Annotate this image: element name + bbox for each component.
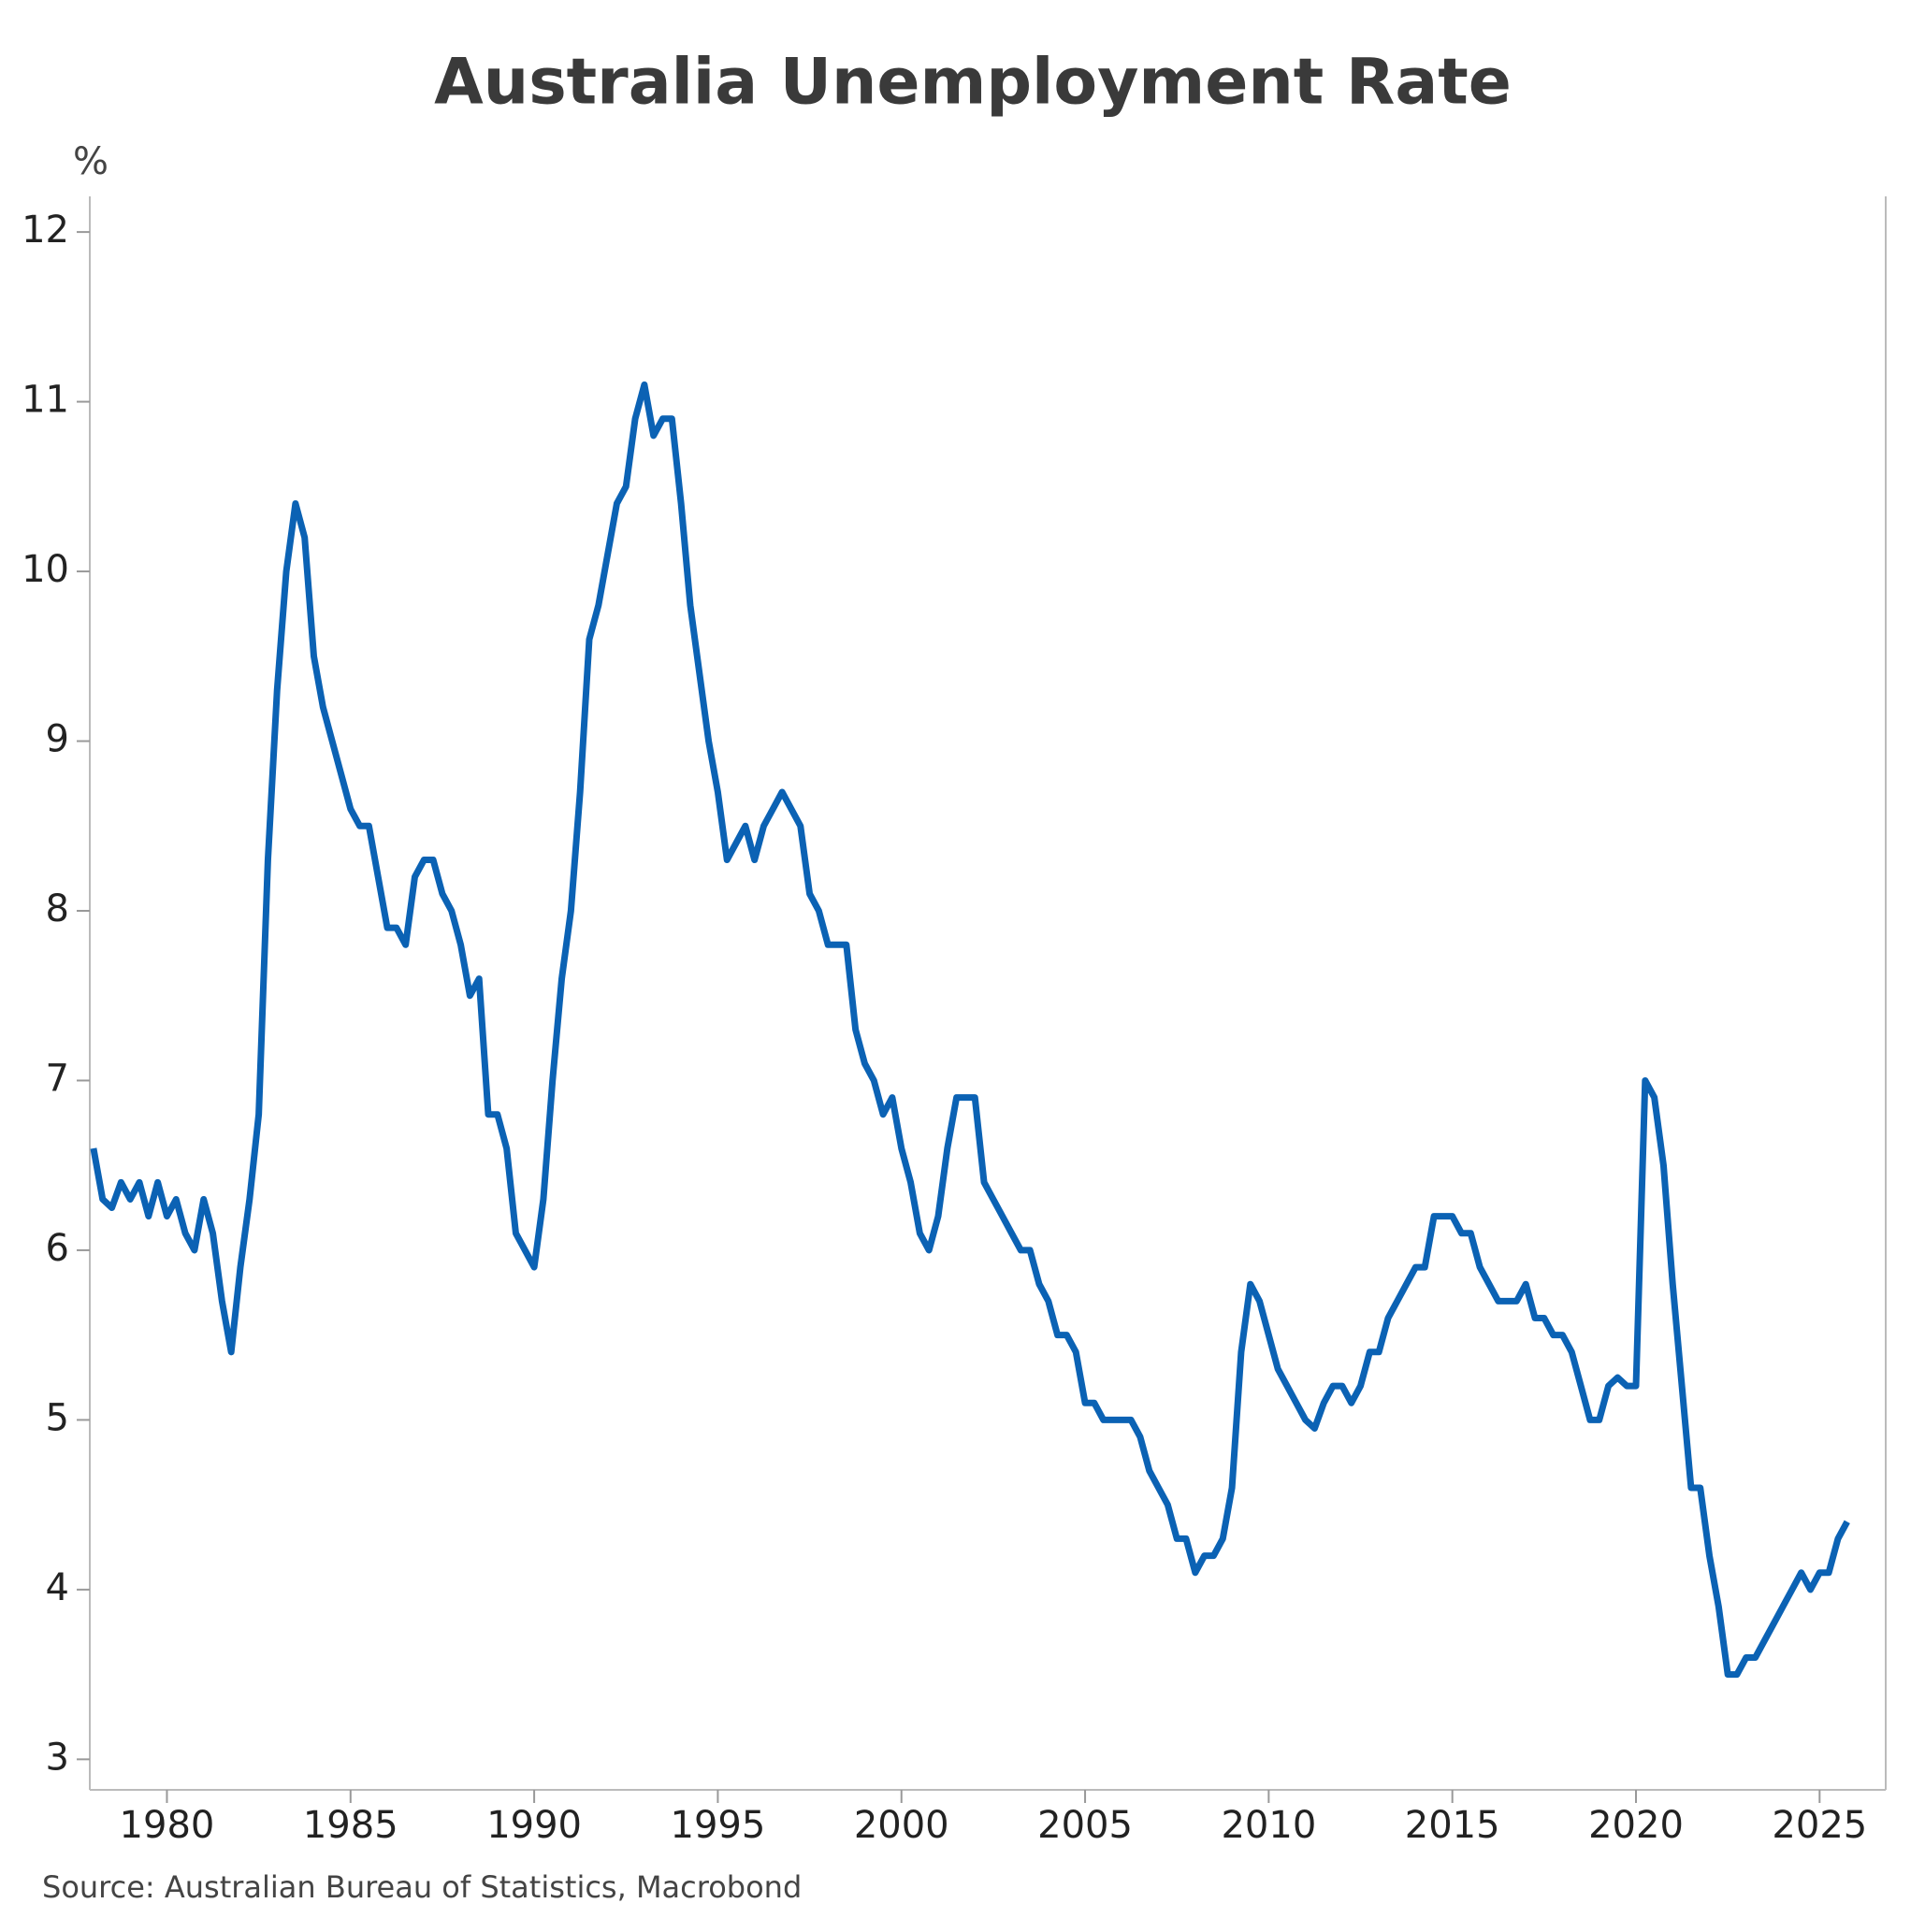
- y-tick-label: 12: [22, 209, 69, 252]
- y-tick-label: 3: [46, 1736, 69, 1779]
- y-tick-label: 10: [22, 548, 69, 591]
- y-tick-label: 7: [46, 1057, 69, 1100]
- x-tick-label: 2010: [1221, 1804, 1316, 1847]
- chart-title: Australia Unemployment Rate: [434, 46, 1512, 120]
- x-tick-label: 2000: [854, 1804, 949, 1847]
- y-tick-label: 5: [46, 1396, 69, 1439]
- x-tick-label: 1980: [120, 1804, 215, 1847]
- x-tick-label: 2025: [1772, 1804, 1867, 1847]
- source-note: Source: Australian Bureau of Statistics,…: [42, 1869, 802, 1905]
- x-tick-label: 1990: [486, 1804, 582, 1847]
- x-tick-label: 2015: [1405, 1804, 1500, 1847]
- x-tick-label: 2005: [1037, 1804, 1133, 1847]
- y-tick-label: 4: [46, 1566, 69, 1609]
- x-tick-label: 2020: [1588, 1804, 1684, 1847]
- y-tick-label: 9: [46, 718, 69, 761]
- x-tick-label: 1985: [303, 1804, 398, 1847]
- y-tick-label: 8: [46, 887, 69, 930]
- data-line: [90, 381, 1850, 1679]
- y-tick-label: 6: [46, 1227, 69, 1270]
- y-axis-label: %: [73, 140, 109, 183]
- y-tick-label: 11: [22, 379, 69, 422]
- x-tick-label: 1995: [671, 1804, 766, 1847]
